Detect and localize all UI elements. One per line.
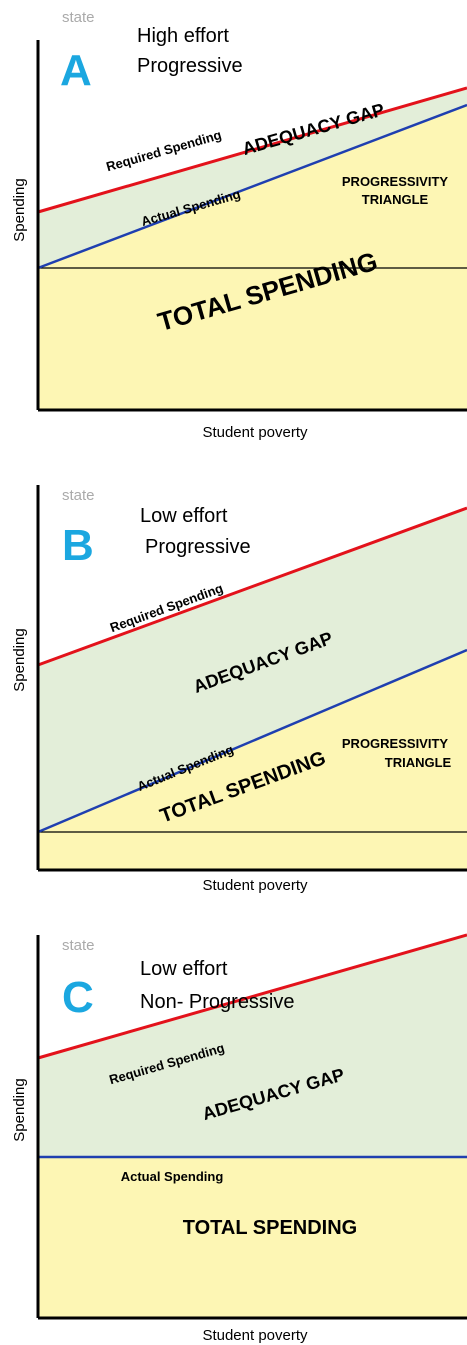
- panel-b: state B Low effort Progressive Required …: [11, 485, 467, 894]
- state-label: state: [62, 937, 95, 954]
- y-axis-label: Spending: [11, 178, 28, 241]
- gap-area: [38, 935, 467, 1157]
- gap-area: [38, 88, 467, 268]
- y-axis-label: Spending: [11, 1078, 28, 1141]
- spending-area: [38, 650, 467, 870]
- spending-area: [38, 1157, 467, 1318]
- required-line: [37, 933, 467, 1060]
- actual-line: [37, 648, 467, 834]
- actual-label: Actual Spending: [121, 1169, 224, 1184]
- panel-letter: B: [62, 521, 94, 570]
- progressivity: Progressive: [145, 536, 251, 558]
- total-label: TOTAL SPENDING: [183, 1217, 357, 1239]
- panel-letter: A: [60, 46, 92, 95]
- triangle-label: TRIANGLE: [385, 755, 452, 770]
- progressivity: Progressive: [137, 55, 243, 77]
- required-line: [37, 506, 467, 667]
- x-axis-label: Student poverty: [202, 877, 308, 894]
- triangle-label: TRIANGLE: [362, 192, 429, 207]
- effort: Low effort: [140, 505, 228, 527]
- required-line: [37, 86, 467, 214]
- x-axis-label: Student poverty: [202, 424, 308, 441]
- progressivity: Non- Progressive: [140, 991, 295, 1013]
- triangle-label: PROGRESSIVITY: [342, 736, 449, 751]
- x-axis-label: Student poverty: [202, 1327, 308, 1344]
- actual-line: [37, 103, 467, 270]
- panel-c: state C Low effort Non- Progressive Requ…: [11, 933, 467, 1344]
- state-label: state: [62, 487, 95, 504]
- gap-area: [38, 508, 467, 832]
- effort: Low effort: [140, 958, 228, 980]
- effort: High effort: [137, 25, 229, 47]
- panel-letter: C: [62, 973, 94, 1022]
- triangle-label: PROGRESSIVITY: [342, 174, 449, 189]
- spending-area: [38, 105, 467, 410]
- y-axis-label: Spending: [11, 628, 28, 691]
- panel-a: state A High effort Progressive Required…: [11, 9, 467, 441]
- state-label: state: [62, 9, 95, 26]
